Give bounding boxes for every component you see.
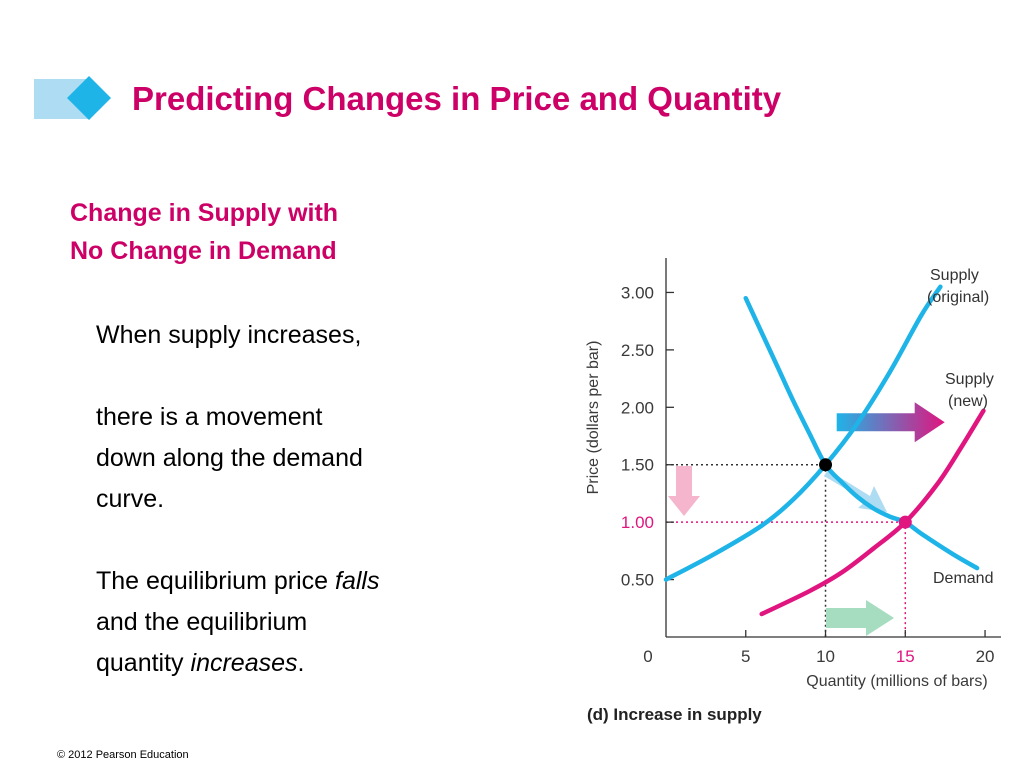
x-tick-label: 10: [816, 647, 835, 666]
paragraph-3-line-1: The equilibrium price: [96, 567, 335, 595]
copyright-footer: © 2012 Pearson Education: [57, 749, 189, 761]
x-axis-label: Quantity (millions of bars): [806, 673, 987, 690]
y-tick-label: 1.50: [621, 456, 654, 475]
curve-label-supply-original-line: Supply: [930, 267, 979, 284]
emphasis-increases: increases: [190, 649, 298, 677]
curve-supply_original: [663, 284, 943, 582]
subtitle-line-2: No Change in Demand: [70, 237, 337, 265]
y-tick-label: 3.00: [621, 283, 654, 302]
title-accent-graphic: [34, 76, 111, 120]
y-axis-label: Price (dollars per bar): [585, 341, 602, 495]
title-accent-diamond: [67, 76, 111, 120]
curve-label-supply-original-line: (original): [927, 289, 989, 306]
section-subtitle: Change in Supply with No Change in Deman…: [70, 194, 338, 270]
y-tick-label: 2.50: [621, 341, 654, 360]
curve-demand: [743, 295, 980, 571]
guide-lines: [666, 463, 907, 637]
y-tick-label: 1.00: [621, 513, 654, 532]
quantity-increases-arrow: [826, 600, 894, 636]
shift-arrows: [668, 402, 945, 636]
axes: 0.50 1.00 1.50 2.00 2.50 3.00 0 5 10 15 20: [621, 258, 1001, 666]
paragraph-2-line-2: down along the demand: [96, 444, 363, 472]
y-tick-label: 0.50: [621, 571, 654, 590]
curve-label-supply-new-line: (new): [948, 393, 988, 410]
curves: [663, 284, 986, 617]
chart-caption: (d) Increase in supply: [587, 705, 762, 724]
curve-label-demand: Demand: [933, 570, 993, 587]
body-text: When supply increases, there is a moveme…: [96, 315, 516, 684]
x-tick-label: 20: [976, 647, 995, 666]
paragraph-3: The equilibrium price falls and the equi…: [96, 561, 516, 684]
supply-demand-chart: 0.50 1.00 1.50 2.00 2.50 3.00 0 5 10 15 20 Quantit…: [585, 258, 1001, 724]
slide-title: Predicting Changes in Price and Quantity: [132, 80, 782, 117]
paragraph-2-line-3: curve.: [96, 485, 165, 513]
y-tick-label: 2.00: [621, 398, 654, 417]
paragraph-3-line-2: and the equilibrium: [96, 608, 308, 636]
paragraph-3-period: .: [297, 649, 305, 677]
emphasis-falls: falls: [335, 567, 380, 595]
x-tick-label: 5: [741, 647, 750, 666]
paragraph-2-line-1: there is a movement: [96, 403, 323, 431]
chart-labels: Quantity (millions of bars) Price (dollar…: [585, 267, 994, 724]
equilibrium-point-new: [898, 515, 912, 529]
equilibrium-point-original: [819, 458, 833, 472]
subtitle-line-1: Change in Supply with: [70, 199, 339, 227]
equilibrium-points: [819, 458, 912, 529]
paragraph-3-line-3: quantity: [96, 649, 191, 677]
curve-label-supply-new-line: Supply: [945, 371, 994, 388]
supply-shift-arrow: [836, 402, 945, 443]
paragraph-1: When supply increases,: [96, 321, 362, 349]
paragraph-2: there is a movement down along the deman…: [96, 397, 516, 520]
price-falls-arrow: [668, 466, 700, 516]
x-tick-label: 15: [896, 647, 915, 666]
x-tick-label: 0: [643, 647, 652, 666]
curve-supply_new: [759, 408, 986, 617]
